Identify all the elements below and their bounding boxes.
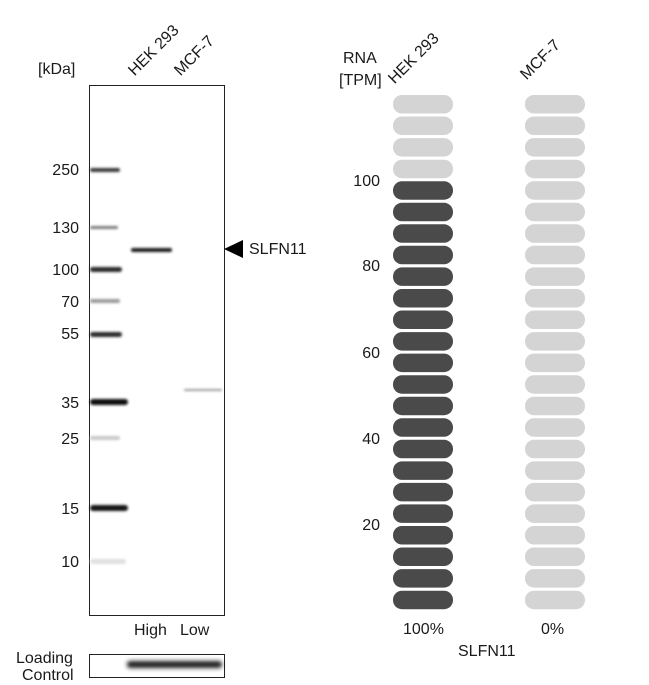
rna-hek293-segment bbox=[393, 159, 453, 179]
rna-mcf7-segment bbox=[525, 526, 585, 545]
rna-mcf7-segment bbox=[525, 332, 585, 351]
rna-mcf7-segment bbox=[525, 95, 585, 114]
mw-label-130: 130 bbox=[52, 220, 79, 237]
rna-tick-100: 100 bbox=[353, 173, 380, 190]
rna-mcf7-segment bbox=[525, 504, 585, 523]
loading-band-hek293 bbox=[127, 661, 177, 668]
sample-band-mcf7 bbox=[184, 389, 222, 391]
rna-mcf7-segment bbox=[525, 439, 585, 459]
ladder-band-55 bbox=[90, 332, 122, 337]
rna-mcf7-segment bbox=[525, 353, 585, 373]
rna-hek293-segment bbox=[393, 332, 453, 351]
rna-mcf7-segment bbox=[525, 181, 585, 200]
loading-control-bands bbox=[127, 661, 222, 668]
loading-band-mcf7 bbox=[172, 661, 222, 668]
loading-control-label-line2: Control bbox=[22, 667, 74, 684]
sample-band-hek293 bbox=[131, 248, 172, 252]
rna-mcf7-segment bbox=[525, 159, 585, 179]
ladder-band-25 bbox=[90, 436, 120, 440]
rna-mcf7-segment bbox=[525, 482, 585, 502]
rna-mcf7-segment bbox=[525, 138, 585, 157]
blot-membrane bbox=[89, 85, 225, 616]
rna-mcf7-segment bbox=[525, 547, 585, 566]
rna-mcf7-segment bbox=[525, 116, 585, 135]
rna-hek293-segment bbox=[393, 569, 453, 588]
ladder-band-70 bbox=[90, 299, 120, 303]
rna-hek293-segment bbox=[393, 202, 453, 222]
rna-mcf7-segment bbox=[525, 418, 585, 437]
rna-mcf7-segment bbox=[525, 590, 585, 610]
rna-percent-mcf7: 0% bbox=[541, 621, 565, 638]
rna-hek293-segment bbox=[393, 504, 453, 523]
mw-label-10: 10 bbox=[61, 554, 79, 571]
rna-mcf7-segment bbox=[525, 245, 585, 265]
ladder-band-250 bbox=[90, 168, 120, 172]
rna-tick-40: 40 bbox=[362, 431, 380, 448]
ladder-band-100 bbox=[90, 267, 122, 272]
mw-label-35: 35 bbox=[61, 395, 79, 412]
rna-mcf7-segment bbox=[525, 396, 585, 416]
rna-column-hek293 bbox=[393, 95, 453, 610]
rna-mcf7-segment bbox=[525, 289, 585, 308]
target-label: SLFN11 bbox=[249, 241, 307, 258]
rna-hek293-segment bbox=[393, 526, 453, 545]
rna-mcf7-segment bbox=[525, 375, 585, 394]
expression-label-high: High bbox=[134, 622, 167, 639]
rna-hek293-segment bbox=[393, 95, 453, 114]
rna-hek293-segment bbox=[393, 245, 453, 265]
rna-hek293-segment bbox=[393, 116, 453, 135]
rna-mcf7-segment bbox=[525, 202, 585, 222]
rna-hek293-segment bbox=[393, 396, 453, 416]
rna-mcf7-segment bbox=[525, 267, 585, 286]
rna-hek293-segment bbox=[393, 375, 453, 394]
mw-label-15: 15 bbox=[61, 501, 79, 518]
rna-header-line1: RNA bbox=[343, 50, 377, 67]
rna-tick-60: 60 bbox=[362, 345, 380, 362]
rna-percent-hek293: 100% bbox=[403, 621, 444, 638]
rna-mcf7-segment bbox=[525, 461, 585, 480]
rna-column-mcf7 bbox=[525, 95, 585, 610]
rna-hek293-segment bbox=[393, 461, 453, 480]
ladder-band-35 bbox=[90, 399, 128, 405]
kda-unit-label: [kDa] bbox=[38, 61, 76, 78]
rna-hek293-segment bbox=[393, 310, 453, 329]
mw-label-100: 100 bbox=[52, 262, 79, 279]
rna-hek293-segment bbox=[393, 289, 453, 308]
target-arrow-icon bbox=[224, 240, 243, 258]
mw-label-250: 250 bbox=[52, 162, 79, 179]
rna-hek293-segment bbox=[393, 590, 453, 610]
rna-hek293-segment bbox=[393, 267, 453, 286]
ladder-band-10 bbox=[90, 559, 126, 564]
rna-header-line2: [TPM] bbox=[339, 72, 382, 89]
expression-label-low: Low bbox=[180, 622, 210, 639]
rna-hek293-segment bbox=[393, 138, 453, 157]
mw-label-25: 25 bbox=[61, 431, 79, 448]
rna-hek293-segment bbox=[393, 224, 453, 243]
ladder-bands bbox=[90, 168, 128, 564]
rna-hek293-segment bbox=[393, 181, 453, 200]
mw-label-70: 70 bbox=[61, 294, 79, 311]
rna-hek293-segment bbox=[393, 439, 453, 459]
ladder-band-15 bbox=[90, 505, 128, 511]
rna-hek293-segment bbox=[393, 482, 453, 502]
rna-tick-80: 80 bbox=[362, 258, 380, 275]
rna-hek293-segment bbox=[393, 547, 453, 566]
rna-mcf7-segment bbox=[525, 569, 585, 588]
rna-gene-label: SLFN11 bbox=[458, 643, 516, 660]
rna-mcf7-segment bbox=[525, 224, 585, 243]
rna-hek293-segment bbox=[393, 418, 453, 437]
rna-hek293-segment bbox=[393, 353, 453, 373]
rna-mcf7-segment bbox=[525, 310, 585, 329]
loading-control-label-line1: Loading bbox=[16, 650, 73, 667]
mw-label-55: 55 bbox=[61, 326, 79, 343]
rna-tick-20: 20 bbox=[362, 517, 380, 534]
ladder-band-130 bbox=[90, 226, 118, 229]
